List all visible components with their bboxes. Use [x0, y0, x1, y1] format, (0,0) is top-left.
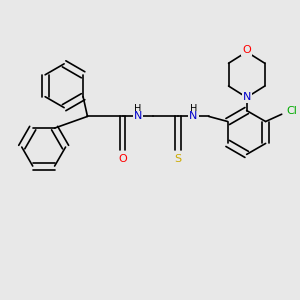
Text: O: O: [242, 45, 251, 56]
Text: O: O: [118, 154, 127, 164]
Text: S: S: [175, 154, 182, 164]
Text: H: H: [134, 103, 142, 113]
Text: H: H: [190, 103, 197, 113]
Text: Cl: Cl: [286, 106, 297, 116]
Text: N: N: [242, 92, 251, 102]
Text: N: N: [189, 111, 198, 122]
Text: N: N: [134, 111, 142, 122]
